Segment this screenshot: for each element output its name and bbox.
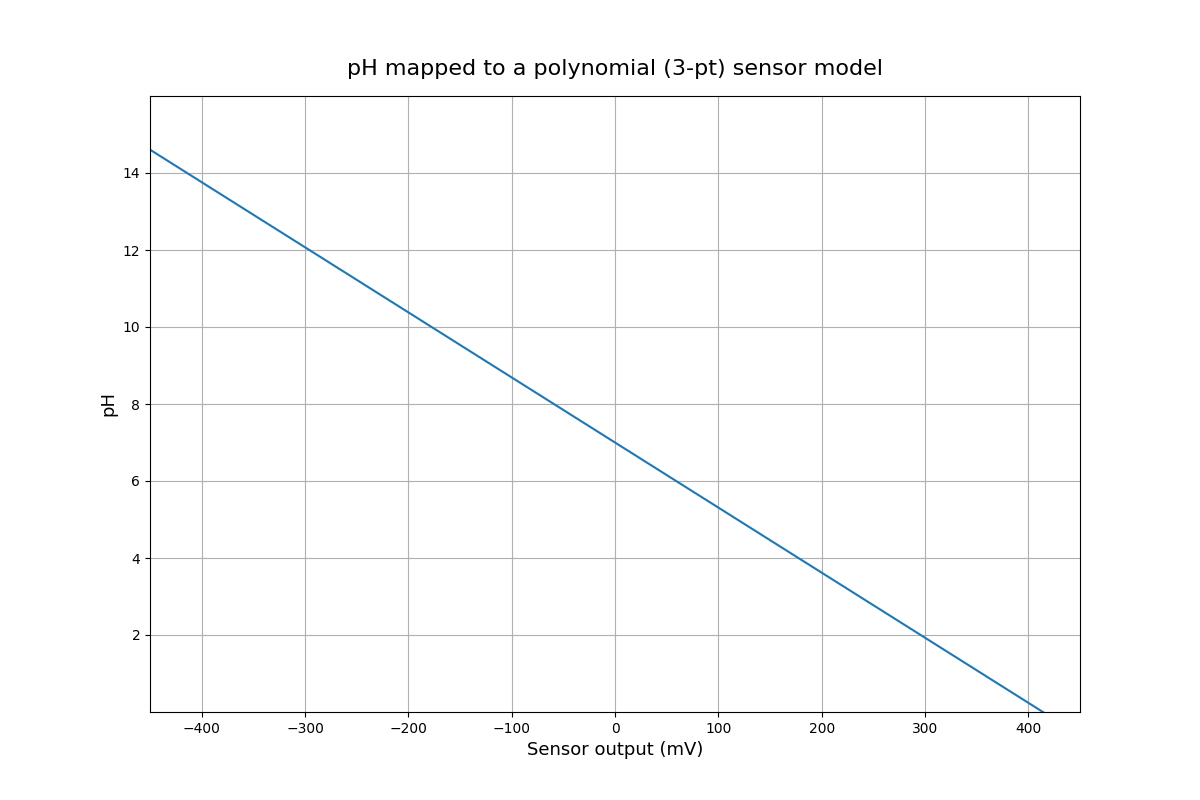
X-axis label: Sensor output (mV): Sensor output (mV) [527,742,703,759]
Y-axis label: pH: pH [100,391,118,417]
Title: pH mapped to a polynomial (3-pt) sensor model: pH mapped to a polynomial (3-pt) sensor … [347,59,883,79]
